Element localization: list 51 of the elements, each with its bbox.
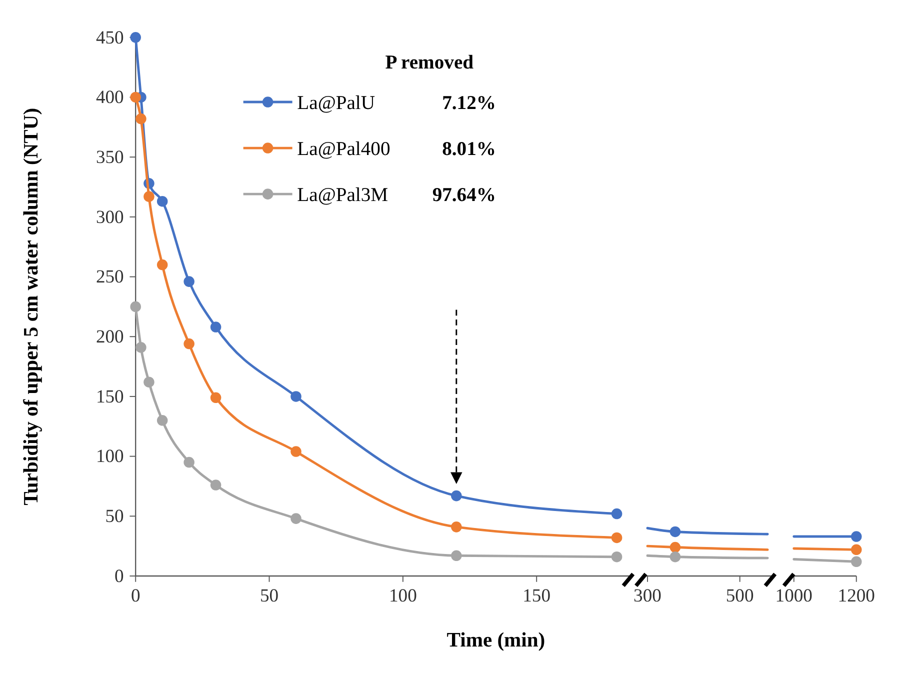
point	[184, 456, 194, 468]
legend-label: La@Pal3M	[297, 184, 388, 206]
point	[130, 301, 141, 312]
y-axis-title: Turbidity of upper 5 cm water column (NTU)	[20, 108, 43, 506]
point	[136, 113, 146, 124]
y-tick-label: 350	[96, 146, 124, 168]
y-tick-label: 450	[96, 27, 124, 48]
point	[130, 92, 141, 103]
point	[210, 392, 222, 404]
point	[451, 522, 462, 532]
x-tick-label: 500	[726, 585, 754, 606]
y-tick-label: 50	[105, 506, 124, 528]
point	[611, 532, 622, 544]
x-tick-label: 0	[130, 585, 140, 606]
point	[144, 376, 154, 388]
y-tick-label: 400	[96, 87, 124, 108]
point	[290, 446, 302, 457]
annotation: 7.12%	[442, 92, 496, 114]
point	[210, 322, 222, 332]
x-tick-label: 1200	[838, 585, 875, 606]
point	[136, 342, 146, 353]
point	[290, 513, 302, 524]
point	[144, 191, 154, 202]
point	[611, 551, 622, 562]
y-tick-label: 100	[96, 446, 124, 468]
legend-label: La@PalU	[297, 92, 376, 114]
point	[451, 550, 462, 562]
point	[451, 490, 462, 502]
y-tick-label: 250	[96, 266, 124, 288]
legend-label: La@Pal400	[297, 138, 390, 160]
point	[611, 508, 622, 520]
legend-title: P removed	[385, 52, 474, 74]
x-tick-label: 50	[260, 585, 279, 606]
point	[184, 276, 194, 287]
y-tick-label: 150	[96, 386, 124, 408]
x-tick-label: 1000	[775, 585, 812, 606]
y-tick-label: 200	[96, 326, 124, 348]
point	[184, 338, 194, 350]
x-tick-label: 100	[388, 585, 417, 606]
annotation: 97.64%	[432, 184, 496, 206]
point	[156, 196, 168, 207]
x-axis-title: Time (min)	[446, 630, 546, 652]
annotation: 8.01%	[442, 138, 496, 160]
point	[156, 415, 168, 426]
point	[210, 480, 222, 490]
x-tick-label: 300	[634, 585, 662, 606]
y-tick-label: 0	[114, 566, 124, 587]
point	[156, 259, 168, 270]
x-tick-label: 150	[522, 585, 551, 606]
point	[290, 391, 302, 402]
y-tick-label: 300	[96, 206, 124, 228]
